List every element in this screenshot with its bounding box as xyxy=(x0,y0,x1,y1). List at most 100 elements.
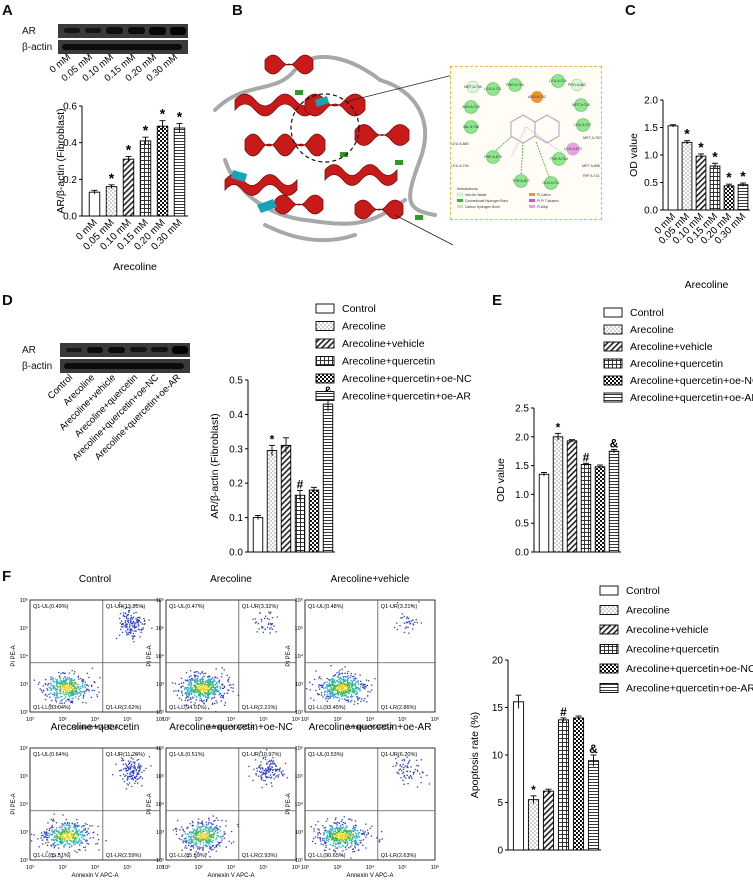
blot-a-actin-label: β-actin xyxy=(22,42,53,53)
blot-a-actin-strip xyxy=(58,40,188,54)
flow-y-axis-label: PI PE-A xyxy=(147,793,153,814)
y-axis-label: OD value xyxy=(628,133,640,177)
bar xyxy=(173,127,186,217)
y-tick-label: 10² xyxy=(20,710,28,716)
blot-d-actin-strip xyxy=(60,359,190,373)
bar xyxy=(681,141,693,211)
blot-band xyxy=(66,348,82,352)
legend-d: Control Arecoline Arecoline+vehicle Arecoli… xyxy=(315,303,472,403)
significance-marker: & xyxy=(589,742,598,756)
flow-plot: Control Q1-UL(0.49%) Q1-UR(13.85%) Q1-LL(83… xyxy=(0,570,190,737)
flow-plot: Arecoline Q1-UL(0.47%) Q1-UR(3.32%) Q1-LL(9… xyxy=(136,570,326,737)
y-tick-label: 10⁴ xyxy=(20,801,29,808)
legend-swatch xyxy=(315,303,335,314)
x-tick-label: 10² xyxy=(301,717,309,723)
flow-x-axis-label: Annexin V APC-A xyxy=(346,725,393,731)
x-tick-label: 10⁴ xyxy=(366,716,375,723)
y-tick-label: 0.2 xyxy=(229,479,243,490)
y-tick-label: 0.3 xyxy=(229,444,243,455)
quadrant-ll: Q1-LL(94.01%) xyxy=(169,705,207,711)
flow-plot-title: Control xyxy=(79,574,111,585)
legend-swatch xyxy=(599,644,619,654)
residue-label: MET A:749 xyxy=(464,85,482,89)
chart-e: 0.0 0.5 1.0 1.5 2.0 2.5 * # & OD value xyxy=(495,404,621,559)
flow-events xyxy=(33,602,153,708)
y-tick-label: 10⁴ xyxy=(295,653,304,660)
residue-label: MET A:895 xyxy=(582,164,600,168)
legend-swatch xyxy=(599,663,619,674)
panel-label-e: E xyxy=(492,292,503,309)
flow-plot-frame xyxy=(304,747,436,861)
panel-label-f: F xyxy=(2,568,12,585)
blot-band xyxy=(64,363,184,369)
x-axis-label: Arecoline xyxy=(685,279,729,290)
significance-marker: # xyxy=(560,705,567,719)
x-tick-label: 10⁶ xyxy=(156,864,164,871)
residue-label: LEU A:744 xyxy=(451,164,468,168)
chart-c: 0.00.51.01.52.00 mM*0.05 mM*0.10 mM*0.15… xyxy=(628,96,750,290)
quadrant-ul: Q1-UL(0.51%) xyxy=(169,752,205,758)
y-tick-label: 1.5 xyxy=(515,461,529,472)
x-tick-label: 10⁶ xyxy=(431,864,439,871)
significance-marker: * xyxy=(698,139,704,155)
residue-label: LEU A:707 xyxy=(574,123,591,127)
bar xyxy=(308,489,320,553)
flow-y-axis-label: PI PE-A xyxy=(147,645,153,666)
legend-swatch xyxy=(315,321,335,331)
quadrant-ll: Q1-LL(83.04%) xyxy=(33,705,71,711)
flow-y-axis-label: PI PE-A xyxy=(11,793,17,814)
y-tick-label: 0.5 xyxy=(229,376,243,387)
residue-label: LEU A:704 xyxy=(549,79,566,83)
legend-label: Arecoline+quercetin+oe-AR xyxy=(342,391,471,403)
significance-marker: # xyxy=(583,450,590,464)
chart-d: 0.00.10.20.30.40.5*#&AR/β-actin (Fibrobl… xyxy=(209,376,335,559)
blot-band xyxy=(62,44,182,50)
flow-y-axis-label: PI PE-A xyxy=(286,645,292,666)
legend-label: Control xyxy=(626,585,660,597)
x-tick-label: 10³ xyxy=(59,717,67,723)
y-tick-label: 10⁵ xyxy=(295,773,303,780)
blot-band xyxy=(130,347,147,352)
quadrant-ul: Q1-UL(0.49%) xyxy=(33,604,69,610)
x-tick-label: 10⁵ xyxy=(259,864,267,871)
y-tick-label: 10² xyxy=(295,710,303,716)
quadrant-lr: Q1-LR(2.62%) xyxy=(106,705,142,711)
y-tick-label: 1.0 xyxy=(644,151,658,162)
quadrant-lr: Q1-LR(2.59%) xyxy=(106,853,142,859)
bar xyxy=(512,701,525,851)
bar xyxy=(294,494,306,553)
x-tick-label: 10³ xyxy=(195,717,203,723)
bar xyxy=(695,155,707,211)
blot-d-ar-label: AR xyxy=(22,345,36,356)
y-tick-label: 10⁴ xyxy=(156,653,165,660)
residue-label: ARG A:752 xyxy=(528,95,546,99)
legend-label: Arecoline+quercetin+oe-AR xyxy=(626,683,753,695)
legend-label: Arecoline+quercetin xyxy=(626,644,719,656)
quadrant-lr: Q1-LR(2.63%) xyxy=(381,853,417,859)
y-tick-label: 15 xyxy=(492,703,504,714)
legend-swatch xyxy=(315,338,335,349)
y-axis-label: OD value xyxy=(495,458,507,502)
quadrant-ur: Q1-UR(13.85%) xyxy=(106,604,146,610)
y-axis-label: AR/β-actin (Fibroblast) xyxy=(55,108,67,213)
bar xyxy=(709,165,721,211)
y-tick-label: 10⁴ xyxy=(156,801,165,808)
bar xyxy=(723,185,735,211)
quadrant-ur: Q1-UR(3.32%) xyxy=(242,604,279,610)
blot-band xyxy=(85,28,101,33)
y-tick-label: 0.1 xyxy=(229,513,243,524)
residue-label: VAL A:746 xyxy=(463,125,480,129)
blot-band xyxy=(149,27,166,35)
y-tick-label: 20 xyxy=(492,656,504,667)
y-tick-label: 10⁵ xyxy=(20,625,28,632)
quadrant-lr: Q1-LR(2.21%) xyxy=(242,705,278,711)
bar xyxy=(737,184,749,211)
y-tick-label: 0 xyxy=(497,846,503,857)
residue-label: LEU A:880 xyxy=(451,142,468,146)
residue-label: PHE A:764 xyxy=(550,157,568,161)
legend-label: Arecoline+vehicle xyxy=(342,338,425,350)
residue-label: PHE A:764 xyxy=(506,83,524,87)
y-tick-label: 5 xyxy=(497,798,503,809)
legend-label: Arecoline xyxy=(626,605,670,617)
legend-swatch xyxy=(315,373,335,384)
